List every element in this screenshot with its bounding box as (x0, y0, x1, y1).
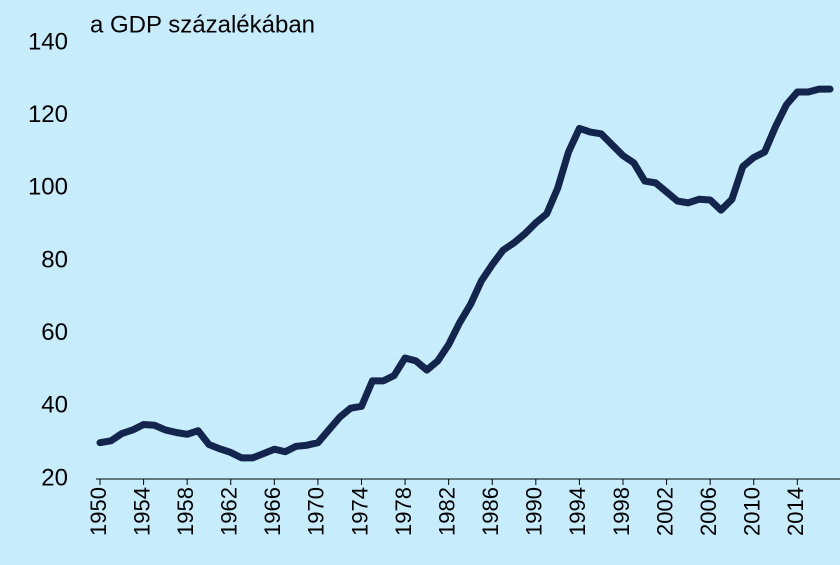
x-tick-label: 2010 (740, 487, 765, 536)
x-tick-label: 1994 (565, 487, 590, 536)
line-series (96, 85, 834, 462)
chart-title: a GDP százalékában (90, 11, 315, 38)
x-tick-label: 1950 (86, 487, 111, 536)
x-tick-label: 1962 (217, 487, 242, 536)
x-tick-label: 1974 (347, 487, 372, 536)
y-tick-label: 60 (41, 319, 68, 346)
x-tick-label: 1970 (304, 487, 329, 536)
x-tick-label: 1982 (434, 487, 459, 536)
x-tick-label: 2002 (652, 487, 677, 536)
x-tick-label: 1966 (260, 487, 285, 536)
x-tick-label: 2006 (696, 487, 721, 536)
y-tick-label: 100 (28, 174, 68, 201)
x-tick-label: 1998 (609, 487, 634, 536)
y-tick-label: 40 (41, 392, 68, 419)
y-tick-label: 80 (41, 246, 68, 273)
x-tick-label: 1958 (173, 487, 198, 536)
x-tick-label: 1978 (391, 487, 416, 536)
y-tick-label: 20 (41, 464, 68, 491)
y-tick-label: 120 (28, 101, 68, 128)
x-tick-label: 1990 (522, 487, 547, 536)
x-tick-label: 1954 (129, 487, 154, 536)
y-tick-label: 140 (28, 28, 68, 55)
x-tick-label: 2014 (783, 487, 808, 536)
x-tick-label: 1986 (478, 487, 503, 536)
